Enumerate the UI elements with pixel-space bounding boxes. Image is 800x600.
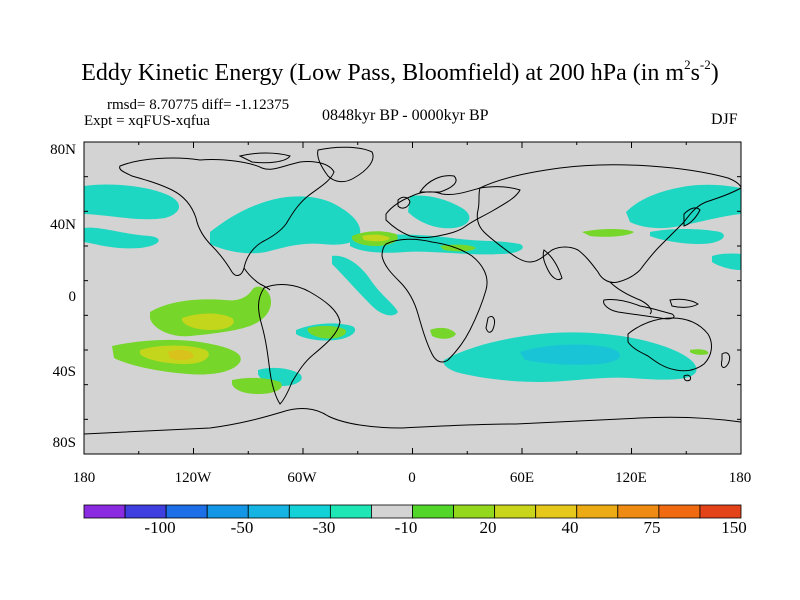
- lon-label-180e: 180: [728, 470, 752, 486]
- colorbar-swatch: [412, 504, 454, 519]
- anomaly-south-pacific-yellow: [182, 313, 234, 330]
- anomaly-regions: [84, 184, 741, 394]
- coast-arctic-islands: [238, 152, 291, 164]
- coast-africa: [381, 238, 488, 363]
- colorbar-swatch: [206, 504, 249, 519]
- coast-greenland: [317, 146, 374, 183]
- anomaly-north-pacific: [84, 184, 180, 220]
- coast-southeast-asia: [609, 281, 652, 315]
- colorbar-swatch: [453, 504, 496, 519]
- lat-label-0: 0: [68, 289, 77, 305]
- plot-title: Eddy Kinetic Energy (Low Pass, Bloomfiel…: [81, 57, 719, 86]
- colorbar-label: -30: [312, 518, 336, 537]
- colorbar-swatch: [247, 504, 290, 519]
- colorbar-swatch: [288, 504, 331, 519]
- coast-scandinavia: [419, 175, 457, 193]
- coast-central-america: [243, 267, 271, 291]
- anomaly-north-pacific-lower: [84, 227, 159, 249]
- colorbar-label: -50: [230, 518, 254, 537]
- colorbar-swatch: [124, 504, 167, 519]
- colorbar-label: -100: [144, 518, 176, 537]
- lon-label-120w: 120W: [174, 470, 212, 486]
- lat-label-80s: 80S: [52, 435, 76, 451]
- anomaly-australia-green: [690, 349, 709, 355]
- lon-label-60w: 60W: [287, 470, 317, 486]
- anomaly-europe: [408, 195, 470, 229]
- anomaly-atlantic-tropical: [332, 255, 398, 316]
- lon-label-0: 0: [408, 470, 416, 486]
- anomaly-asia-green: [582, 229, 634, 237]
- coast-india: [542, 249, 563, 281]
- experiment-label: Expt = xqFUS-xqfua: [84, 113, 210, 129]
- coast-new-zealand: [721, 352, 731, 368]
- lon-label-180w: 180: [72, 470, 96, 486]
- colorbar-swatch: [576, 504, 619, 519]
- coast-madagascar: [485, 315, 495, 333]
- colorbar-label: 40: [561, 518, 579, 537]
- colorbar-swatch: [535, 504, 578, 519]
- lat-label-40n: 40N: [50, 217, 76, 233]
- lat-label-80n: 80N: [50, 142, 76, 158]
- coast-south-america: [258, 284, 341, 405]
- colorbar-label: 150: [721, 518, 747, 537]
- colorbar-swatch: [699, 504, 742, 519]
- colorbar-swatch: [165, 504, 208, 519]
- anomaly-south-america-green: [232, 377, 282, 394]
- anomaly-atlantic-green: [307, 325, 347, 339]
- coast-australia: [627, 317, 712, 372]
- lat-label-40s: 40S: [52, 364, 76, 380]
- coast-antarctica: [83, 408, 742, 435]
- map-background: [84, 142, 741, 454]
- anomaly-mideast-green: [440, 244, 476, 252]
- anomaly-east-asia-2: [650, 229, 724, 244]
- anomaly-south-pacific-orange: [168, 349, 194, 361]
- colorbar-label: -10: [394, 518, 418, 537]
- coast-asia: [476, 164, 742, 283]
- season-label: DJF: [711, 111, 738, 128]
- colorbar-swatch: [329, 504, 372, 519]
- axis-ticks: [83, 141, 742, 455]
- anomaly-indian-deep: [520, 344, 621, 365]
- stats-line: rmsd= 8.70775 diff= -1.12375: [107, 97, 290, 113]
- anomaly-atlantic-orange: [362, 234, 390, 242]
- anomaly-south-pacific-green: [150, 286, 272, 337]
- coast-tasmania: [683, 374, 691, 382]
- colorbar-swatch: [658, 504, 701, 519]
- colorbar: [83, 504, 742, 519]
- coast-north-america: [119, 157, 335, 276]
- anomaly-pacific-east: [712, 253, 741, 270]
- colorbar-swatch: [617, 504, 660, 519]
- coast-new-guinea: [669, 298, 699, 308]
- coast-japan: [683, 207, 701, 227]
- lon-label-60e: 60E: [509, 470, 535, 486]
- colorbar-swatch: [83, 504, 126, 519]
- coastlines: [83, 146, 742, 435]
- period-label: 0848kyr BP - 0000kyr BP: [322, 107, 489, 124]
- colorbar-label: 20: [479, 518, 497, 537]
- colorbar-swatch: [494, 504, 537, 519]
- lon-label-120e: 120E: [615, 470, 647, 486]
- coast-british-isles: [397, 196, 411, 209]
- colorbar-label: 75: [643, 518, 661, 537]
- anomaly-africa-south-green: [430, 327, 456, 339]
- anomaly-east-asia: [626, 184, 741, 229]
- colorbar-swatch: [371, 504, 413, 519]
